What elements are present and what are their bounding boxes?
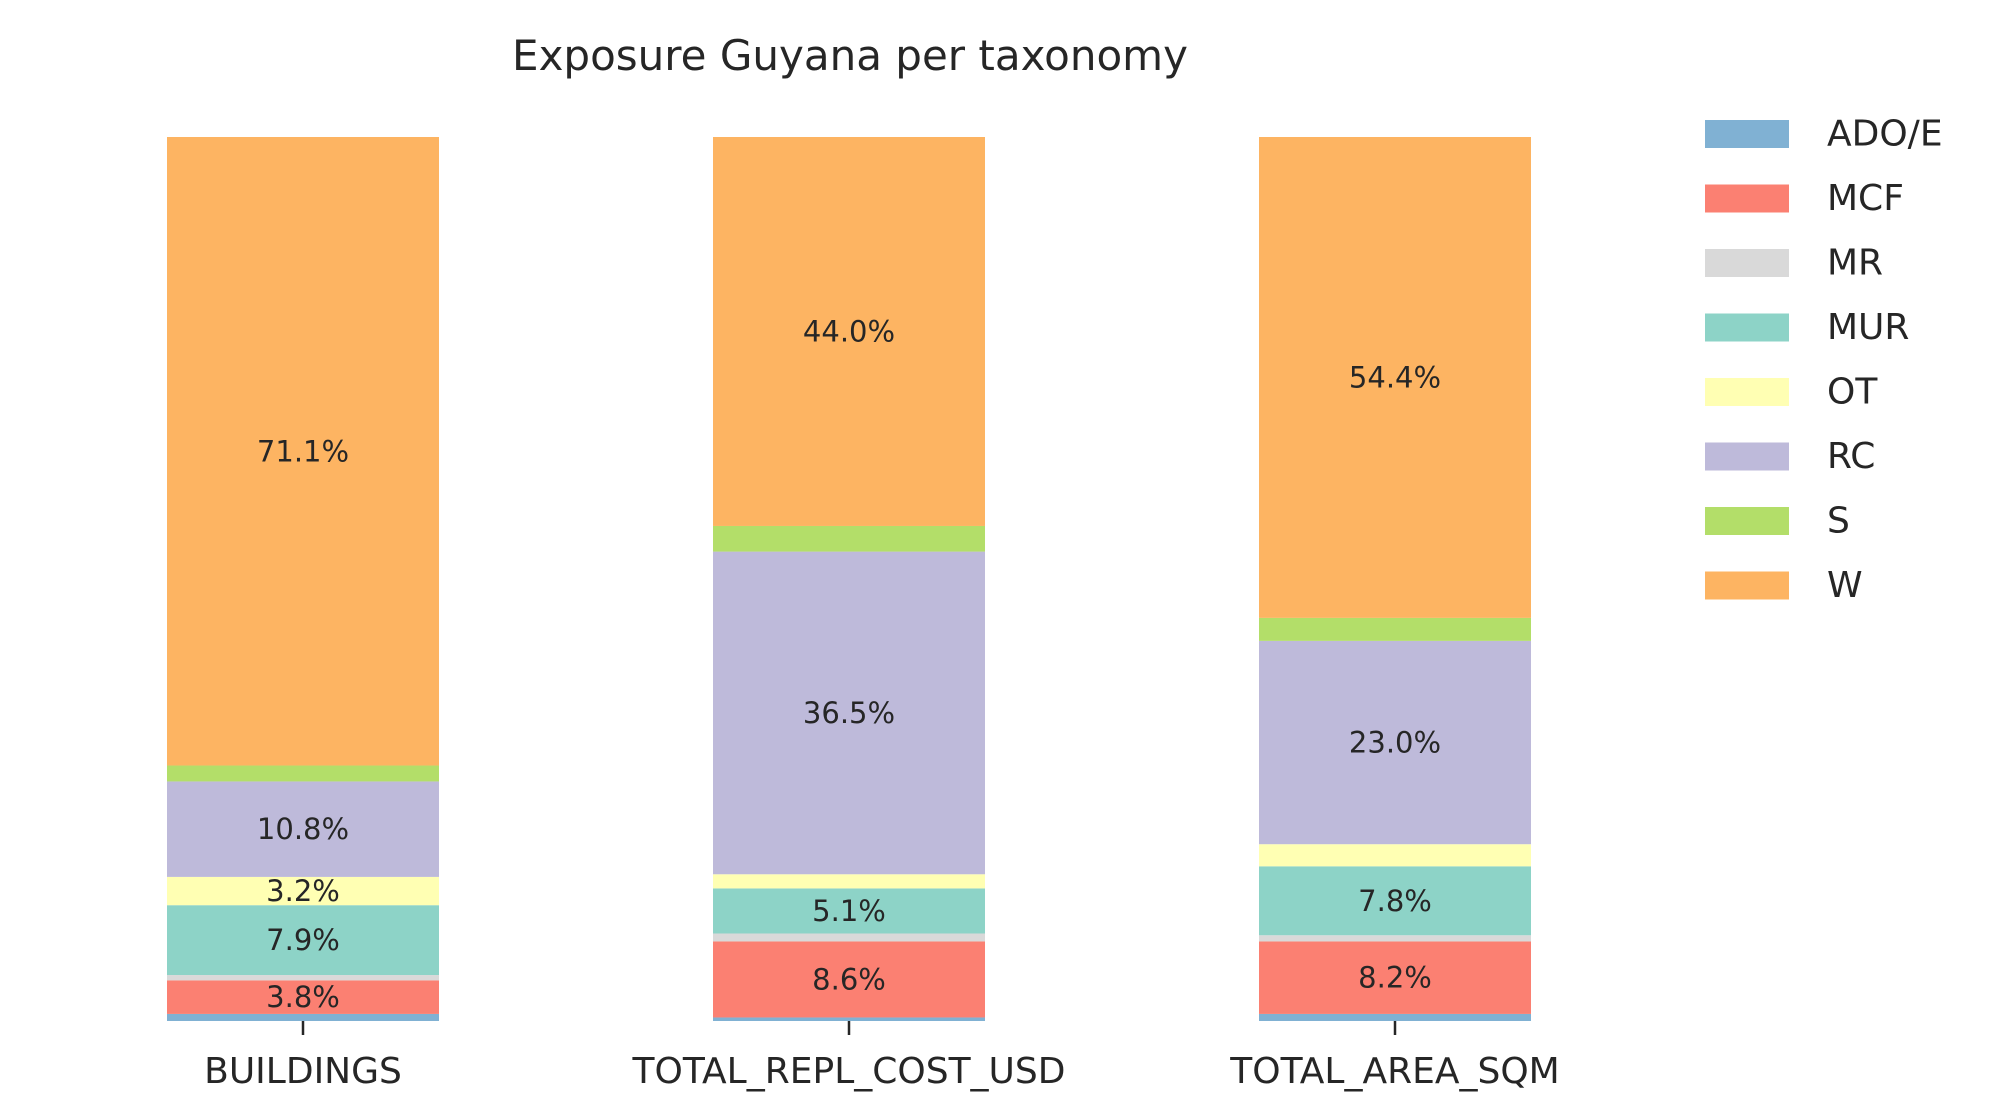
x-tick-label-total-area-sqm: TOTAL_AREA_SQM [1229,1051,1559,1092]
legend-label-s: S [1827,501,1850,542]
bar-segment-total-repl-cost-usd-rc [713,551,985,875]
bar-segment-total-area-sqm-mur [1259,866,1531,936]
legend-label-ot: OT [1827,372,1878,413]
legend-label-w: W [1827,565,1863,606]
data-label-total-area-sqm-mur: 7.8% [1358,884,1432,918]
data-label-total-repl-cost-usd-mcf: 8.6% [812,962,886,996]
bar-segment-total-repl-cost-usd-s [713,525,985,552]
bar-segment-total-repl-cost-usd-w [713,137,985,526]
bar-segment-buildings-mcf [167,980,439,1014]
legend-label-mcf: MCF [1827,178,1904,219]
bar-segment-buildings-mur [167,905,439,976]
legend-swatch-ado-e [1705,120,1789,148]
x-tick-label-buildings: BUILDINGS [204,1051,402,1092]
bars-layer [167,137,1531,1021]
legend-swatch-w [1705,571,1789,600]
data-label-buildings-mcf: 3.8% [266,980,340,1014]
legend-label-ado-e: ADO/E [1827,114,1943,155]
chart-title: Exposure Guyana per taxonomy [512,31,1188,80]
bar-segment-buildings-ado-e [167,1013,439,1021]
bar-segment-buildings-rc [167,781,439,877]
bar-segment-total-repl-cost-usd-ot [713,874,985,889]
legend-item-mur: MUR [1705,307,1909,348]
bar-segment-buildings-ot [167,876,439,906]
data-label-total-repl-cost-usd-rc: 36.5% [803,696,895,730]
bar-segment-total-area-sqm-s [1259,617,1531,641]
bar-segment-total-area-sqm-ado-e [1259,1013,1531,1021]
data-label-buildings-rc: 10.8% [257,812,349,846]
bar-segment-buildings-w [167,137,439,766]
bar-segment-total-area-sqm-rc [1259,640,1531,845]
data-label-total-area-sqm-mcf: 8.2% [1358,961,1432,995]
bar-segment-total-area-sqm-w [1259,137,1531,618]
data-label-total-repl-cost-usd-mur: 5.1% [812,894,886,928]
legend-item-ado-e: ADO/E [1705,114,1943,155]
bar-segment-total-area-sqm-ot [1259,844,1531,867]
legend-swatch-mcf [1705,184,1789,213]
data-labels-layer: 3.8% 7.9% 3.2% 10.8% 71.1% 8.6% 5.1% 36.5% 44.0%… [257,314,1441,1014]
legend-item-ot: OT [1705,372,1878,413]
legend-item-mr: MR [1705,243,1883,284]
bar-segment-total-area-sqm-mcf [1259,941,1531,1014]
legend-item-mcf: MCF [1705,178,1904,219]
legend-item-w: W [1705,565,1863,606]
data-label-buildings-w: 71.1% [257,434,349,468]
legend: ADO/E MCF MR MUR OT RC SW [1705,114,1943,606]
bar-segment-total-repl-cost-usd-mur [713,888,985,934]
legend-item-rc: RC [1705,436,1875,477]
x-axis: BUILDINGS TOTAL_REPL_COST_USD TOTAL_AREA_S… [204,1021,1560,1092]
legend-swatch-rc [1705,442,1789,471]
legend-swatch-mur [1705,313,1789,342]
bar-segment-total-area-sqm-mr [1259,935,1531,942]
legend-swatch-s [1705,507,1789,535]
data-label-buildings-mur: 7.9% [266,923,340,957]
bar-segment-total-repl-cost-usd-ado-e [713,1017,985,1021]
data-label-total-area-sqm-rc: 23.0% [1349,726,1441,760]
bar-segment-total-repl-cost-usd-mcf [713,941,985,1018]
bar-segment-total-repl-cost-usd-mr [713,933,985,942]
legend-label-rc: RC [1827,436,1875,477]
bar-segment-buildings-mr [167,975,439,981]
legend-swatch-ot [1705,378,1789,406]
legend-item-s: S [1705,501,1850,542]
legend-label-mr: MR [1827,243,1883,284]
bar-segment-buildings-s [167,765,439,782]
data-label-buildings-ot: 3.2% [266,874,340,908]
data-label-total-repl-cost-usd-w: 44.0% [803,314,895,348]
legend-swatch-mr [1705,249,1789,277]
data-label-total-area-sqm-w: 54.4% [1349,360,1441,394]
legend-label-mur: MUR [1827,307,1909,348]
x-tick-label-total-repl-cost-usd: TOTAL_REPL_COST_USD [632,1051,1066,1092]
